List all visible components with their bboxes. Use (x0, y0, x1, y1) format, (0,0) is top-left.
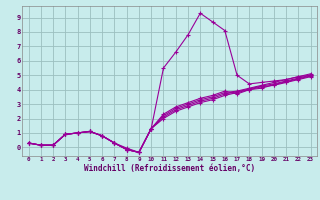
X-axis label: Windchill (Refroidissement éolien,°C): Windchill (Refroidissement éolien,°C) (84, 164, 255, 173)
